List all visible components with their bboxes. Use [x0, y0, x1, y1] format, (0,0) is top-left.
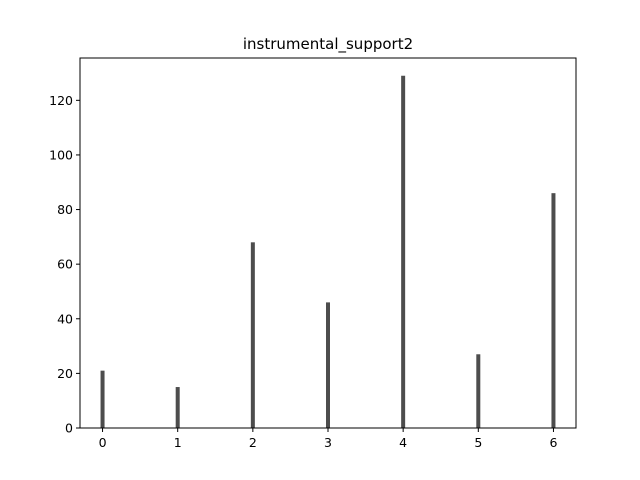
x-tick-label: 3 [324, 435, 332, 450]
y-tick-label: 120 [49, 93, 73, 108]
x-tick-label: 0 [99, 435, 107, 450]
bar-6 [551, 193, 556, 428]
x-tick-label: 5 [474, 435, 482, 450]
x-tick-label: 2 [249, 435, 257, 450]
plot-frame [79, 57, 577, 429]
bars-group [100, 75, 556, 428]
x-axis: 0 1 2 3 4 5 6 [99, 428, 557, 450]
bar-5 [476, 354, 481, 428]
y-tick-label: 20 [57, 366, 73, 381]
y-tick-label: 60 [57, 257, 73, 272]
bar-0 [100, 370, 105, 428]
y-axis: 0 20 40 60 80 100 120 [49, 93, 80, 436]
x-tick-label: 1 [174, 435, 182, 450]
bar-4 [401, 75, 406, 428]
y-tick-label: 80 [57, 202, 73, 217]
y-tick-label: 0 [65, 421, 73, 436]
x-tick-label: 6 [549, 435, 557, 450]
chart-title: instrumental_support2 [243, 35, 413, 54]
y-tick-label: 40 [57, 311, 73, 326]
bar-2 [250, 242, 255, 428]
bar-3 [326, 302, 330, 428]
y-tick-label: 100 [49, 147, 73, 162]
x-tick-label: 4 [399, 435, 407, 450]
bar-1 [175, 387, 180, 428]
